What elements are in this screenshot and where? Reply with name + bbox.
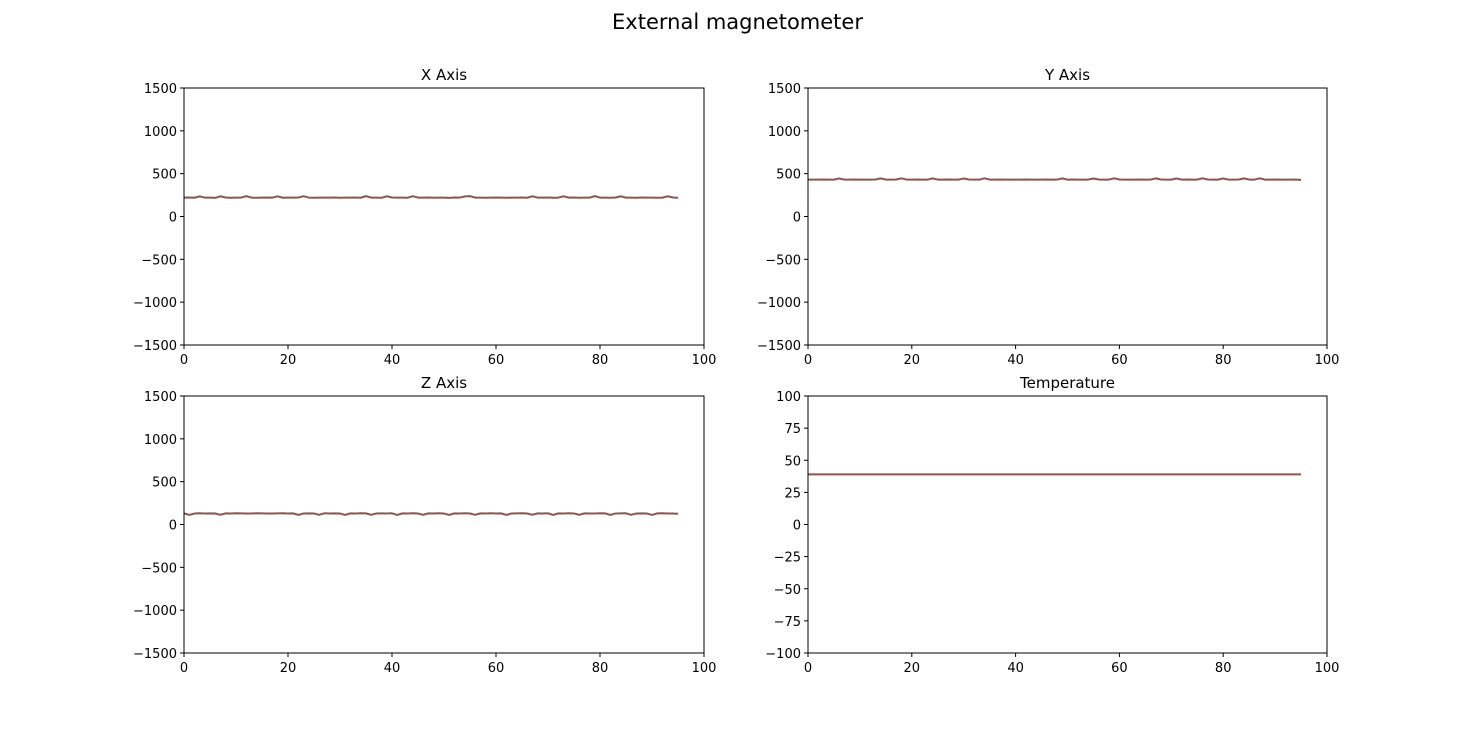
x-axis-xtick-label-100: 100 [692,353,717,368]
x-axis-ytick-label--1000: −1000 [133,296,177,311]
x-axis-ytick-label--1500: −1500 [133,339,177,354]
y-axis-ytick-label--1000: −1000 [757,296,801,311]
y-axis-xtick-label-40: 40 [1007,353,1024,368]
y-axis-ytick-label-1500: 1500 [768,82,801,97]
temperature-xtick-label-0: 0 [804,661,812,676]
x-axis-ytick-label-1000: 1000 [144,125,177,140]
x-axis-xtick-label-40: 40 [384,353,401,368]
x-axis-title: X Axis [421,66,467,84]
temperature-ytick-label-75: 75 [784,422,801,437]
temperature-title: Temperature [1019,374,1115,392]
z-axis-xtick-label-40: 40 [384,661,401,676]
y-axis-ytick-label--1500: −1500 [757,339,801,354]
x-axis-ytick-label-1500: 1500 [144,82,177,97]
x-axis-xtick-label-60: 60 [488,353,505,368]
x-axis-frame [183,87,705,346]
z-axis-series-line-0 [183,512,679,516]
x-axis-series-line-0 [183,195,679,199]
y-axis-ytick-label-1000: 1000 [768,125,801,140]
x-axis-ytick-label-0: 0 [169,211,177,226]
z-axis-ytick-label-1500: 1500 [144,390,177,405]
temperature-ytick-label-50: 50 [784,454,801,469]
temperature-xtick-label-40: 40 [1007,661,1024,676]
x-axis-xtick-label-80: 80 [592,353,609,368]
z-axis-title: Z Axis [421,374,467,392]
temperature-ytick-label-0: 0 [793,519,801,534]
x-axis-ytick-label-500: 500 [152,168,177,183]
z-axis-ytick-label--500: −500 [141,561,177,576]
y-axis-xtick-label-0: 0 [804,353,812,368]
z-axis-xtick-label-100: 100 [692,661,717,676]
y-axis-ytick-label--500: −500 [765,253,801,268]
y-axis-xtick-label-100: 100 [1315,353,1340,368]
temperature-ytick-label--100: −100 [765,647,801,662]
y-axis-xtick-label-20: 20 [904,353,921,368]
y-axis-frame [807,87,1328,346]
x-axis-xtick-label-20: 20 [280,353,297,368]
z-axis-frame [183,395,705,654]
y-axis-xtick-label-60: 60 [1111,353,1128,368]
y-axis-title: Y Axis [1044,66,1090,84]
y-axis-series-line-0 [807,177,1302,182]
y-axis-ytick-label-0: 0 [793,211,801,226]
y-axis-xtick-label-80: 80 [1215,353,1232,368]
z-axis-xtick-label-80: 80 [592,661,609,676]
subplot-z-axis: Z Axis 0 20 40 60 80 100 −1500 −1000 −500 0 500 1000… [133,374,716,676]
z-axis-xtick-label-0: 0 [180,661,188,676]
temperature-frame [807,395,1328,654]
z-axis-xtick-label-20: 20 [280,661,297,676]
temperature-ytick-label--25: −25 [774,551,801,566]
subplot-y-axis: Y Axis 0 20 40 60 80 100 −1500 −1000 −500 0 500 1000… [757,66,1339,368]
z-axis-ytick-label--1000: −1000 [133,604,177,619]
subplot-temperature: Temperature 0 20 40 60 80 100 −100 −75 −50 −25 0 25 5… [765,374,1339,676]
z-axis-ytick-label--1500: −1500 [133,647,177,662]
temperature-ytick-label-100: 100 [776,390,801,405]
temperature-ytick-label--50: −50 [774,583,801,598]
subplot-x-axis: X Axis 0 20 40 60 80 100 −1500 −1000 −500 0 500 1000… [133,66,716,368]
temperature-xtick-label-100: 100 [1315,661,1340,676]
temperature-ytick-label-25: 25 [784,486,801,501]
z-axis-ytick-label-1000: 1000 [144,433,177,448]
z-axis-ytick-label-500: 500 [152,476,177,491]
x-axis-ytick-label--500: −500 [141,253,177,268]
temperature-xtick-label-80: 80 [1215,661,1232,676]
z-axis-xtick-label-60: 60 [488,661,505,676]
temperature-xtick-label-20: 20 [904,661,921,676]
temperature-ytick-label--75: −75 [774,615,801,630]
x-axis-xtick-label-0: 0 [180,353,188,368]
y-axis-ytick-label-500: 500 [776,168,801,183]
z-axis-ytick-label-0: 0 [169,519,177,534]
temperature-xtick-label-60: 60 [1111,661,1128,676]
figure-title: External magnetometer [612,10,863,34]
